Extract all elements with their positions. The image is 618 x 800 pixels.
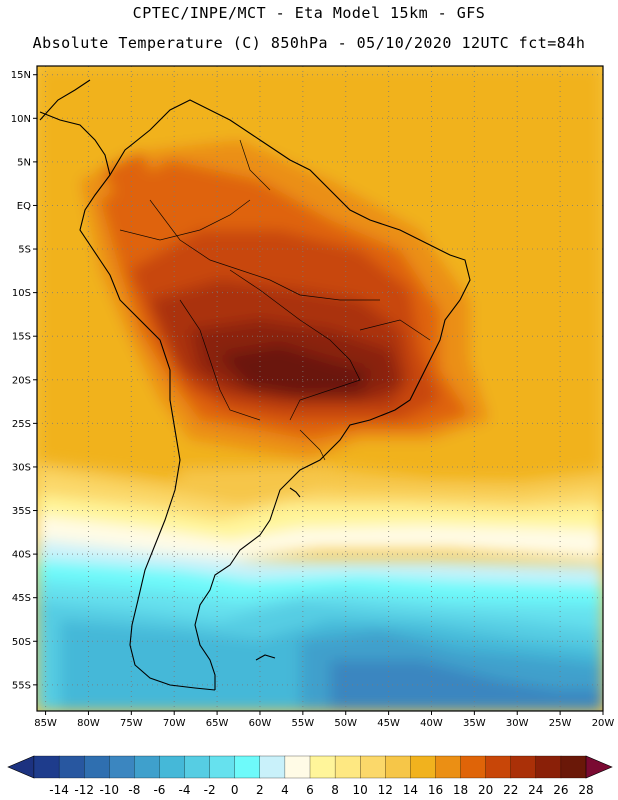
lon-label: 20W: [592, 718, 615, 729]
temperature-field: [37, 66, 603, 711]
colorbar-tick-label: -4: [179, 783, 191, 797]
lon-label: 80W: [77, 718, 100, 729]
lon-label: 65W: [206, 718, 229, 729]
lon-label: 25W: [549, 718, 572, 729]
colorbar-swatch: [485, 755, 512, 779]
lat-label: 5N: [17, 157, 31, 168]
lon-label: 85W: [34, 718, 57, 729]
colorbar-tick-label: -10: [99, 783, 119, 797]
map-frame: [36, 65, 604, 712]
title-line-1: CPTEC/INPE/MCT - Eta Model 15km - GFS: [132, 4, 486, 22]
colorbar: [7, 755, 613, 779]
colorbar-tick-label: 26: [553, 783, 568, 797]
colorbar-swatch: [259, 755, 286, 779]
lat-label: 15N: [11, 70, 31, 81]
lat-label: 10S: [12, 288, 31, 299]
colorbar-tick-label: 14: [403, 783, 418, 797]
colorbar-swatch: [209, 755, 236, 779]
lat-label: 25S: [12, 419, 31, 430]
colorbar-swatch: [234, 755, 261, 779]
colorbar-swatch: [334, 755, 361, 779]
lat-label: 50S: [12, 637, 31, 648]
colorbar-swatch: [159, 755, 185, 779]
colorbar-max-arrow: [585, 755, 613, 779]
lat-label: 5S: [18, 245, 31, 256]
colorbar-swatch: [460, 755, 487, 779]
colorbar-swatch: [360, 755, 386, 779]
lat-label: 15S: [12, 332, 31, 343]
colorbar-tick-label: 0: [231, 783, 239, 797]
lat-label: 20S: [12, 375, 31, 386]
colorbar-tick-label: -14: [49, 783, 69, 797]
colorbar-tick-label: -2: [204, 783, 216, 797]
lat-label: 55S: [12, 680, 31, 691]
lon-label: 55W: [292, 718, 315, 729]
lon-label: 75W: [120, 718, 143, 729]
lat-label: 35S: [12, 506, 31, 517]
colorbar-swatch: [33, 755, 60, 779]
colorbar-swatch: [109, 755, 135, 779]
lon-label: 60W: [249, 718, 272, 729]
colorbar-swatch: [284, 755, 311, 779]
colorbar-swatch: [410, 755, 436, 779]
colorbar-tick-label: -12: [74, 783, 94, 797]
colorbar-tick-label: 8: [331, 783, 339, 797]
colorbar-tick-label: 6: [306, 783, 314, 797]
colorbar-tick-label: 16: [428, 783, 443, 797]
colorbar-tick-label: 4: [281, 783, 289, 797]
colorbar-tick-label: 2: [256, 783, 264, 797]
colorbar-swatch: [385, 755, 411, 779]
lat-label: 10N: [11, 114, 31, 125]
colorbar-swatch: [510, 755, 537, 779]
lon-label: 35W: [463, 718, 486, 729]
lon-label: 70W: [163, 718, 186, 729]
colorbar-swatch: [535, 755, 562, 779]
colorbar-tick-label: 28: [578, 783, 593, 797]
colorbar-swatch: [58, 755, 85, 779]
colorbar-swatch: [560, 755, 587, 779]
lon-label: 50W: [334, 718, 357, 729]
lat-label: 40S: [12, 550, 31, 561]
colorbar-tick-label: 10: [353, 783, 368, 797]
colorbar-tick-label: 20: [478, 783, 493, 797]
coastline: [39, 79, 471, 691]
colorbar-tick-label: 22: [503, 783, 518, 797]
longitude-axis: 85W 80W 75W 70W 65W 60W 55W 50W 45W 40W 35W 30W 25W 2…: [34, 711, 614, 729]
colorbar-tick-label: -6: [153, 783, 165, 797]
colorbar-swatch: [84, 755, 110, 779]
colorbar-tick-label: 24: [528, 783, 543, 797]
lat-label: 30S: [12, 462, 31, 473]
title-line-2: Absolute Temperature (C) 850hPa - 05/10/…: [32, 34, 586, 52]
colorbar-min-arrow: [7, 755, 35, 779]
colorbar-swatch: [435, 755, 461, 779]
lat-label: EQ: [17, 201, 31, 212]
colorbar-tick-label: 18: [453, 783, 468, 797]
country-borders: [119, 139, 431, 461]
lon-label: 40W: [420, 718, 443, 729]
colorbar-swatch: [184, 755, 211, 779]
colorbar-swatch: [309, 755, 336, 779]
latitude-axis: 15N 10N 5N EQ 5S 10S 15S 20S 25S 30S 35S 40S 45S 50S 5…: [11, 70, 37, 691]
colorbar-ticks: -14 -12 -10 -8 -6 -4 -2 0 2 4 6 8 10 12 14 16 18 20 22 24 26…: [49, 783, 593, 797]
lon-label: 30W: [506, 718, 529, 729]
colorbar-tick-label: -8: [128, 783, 140, 797]
colorbar-swatch: [134, 755, 160, 779]
colorbar-tick-label: 12: [378, 783, 393, 797]
lon-label: 45W: [377, 718, 400, 729]
lat-label: 45S: [12, 593, 31, 604]
